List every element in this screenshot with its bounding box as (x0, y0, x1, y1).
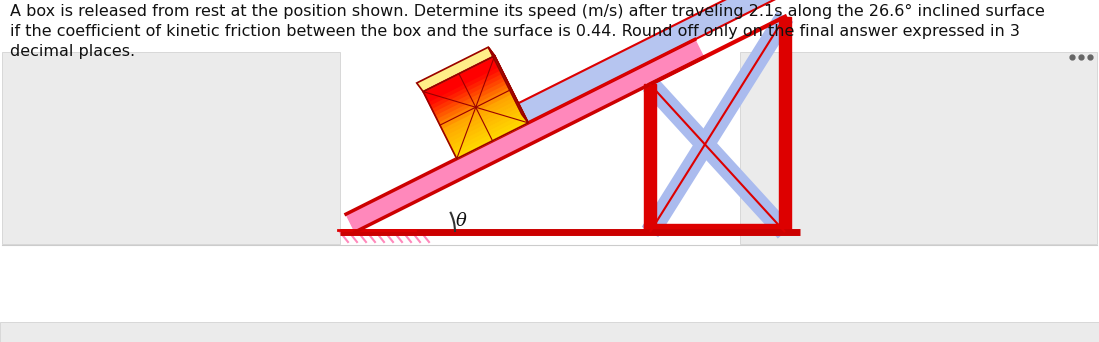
Polygon shape (423, 56, 497, 95)
Polygon shape (435, 79, 508, 118)
Bar (644, 84, 656, 232)
Bar (2, 52, 340, 244)
Polygon shape (455, 119, 529, 159)
Polygon shape (443, 96, 517, 135)
Polygon shape (432, 73, 504, 112)
Polygon shape (440, 89, 513, 129)
Bar (740, 52, 1097, 244)
Bar (0, 322, 1099, 342)
Text: A box is released from rest at the position shown. Determine its speed (m/s) aft: A box is released from rest at the posit… (10, 4, 1045, 19)
Text: decimal places.: decimal places. (10, 44, 135, 59)
Polygon shape (448, 106, 522, 145)
Polygon shape (439, 86, 511, 125)
Polygon shape (426, 63, 500, 102)
Polygon shape (417, 47, 495, 92)
Polygon shape (425, 59, 498, 98)
Polygon shape (445, 100, 519, 139)
Polygon shape (488, 47, 529, 123)
Polygon shape (346, 39, 703, 232)
Text: θ: θ (456, 212, 467, 230)
Text: if the coefficient of kinetic friction between the box and the surface is 0.44. : if the coefficient of kinetic friction b… (10, 24, 1020, 39)
Polygon shape (452, 113, 525, 152)
Bar (644, 224, 785, 232)
Polygon shape (436, 83, 510, 122)
Polygon shape (429, 66, 501, 105)
Polygon shape (449, 109, 523, 149)
Polygon shape (442, 93, 514, 132)
Polygon shape (454, 116, 526, 155)
Bar (779, 17, 791, 232)
Polygon shape (471, 0, 791, 146)
Polygon shape (430, 69, 503, 108)
Polygon shape (433, 76, 507, 115)
Polygon shape (446, 103, 520, 142)
